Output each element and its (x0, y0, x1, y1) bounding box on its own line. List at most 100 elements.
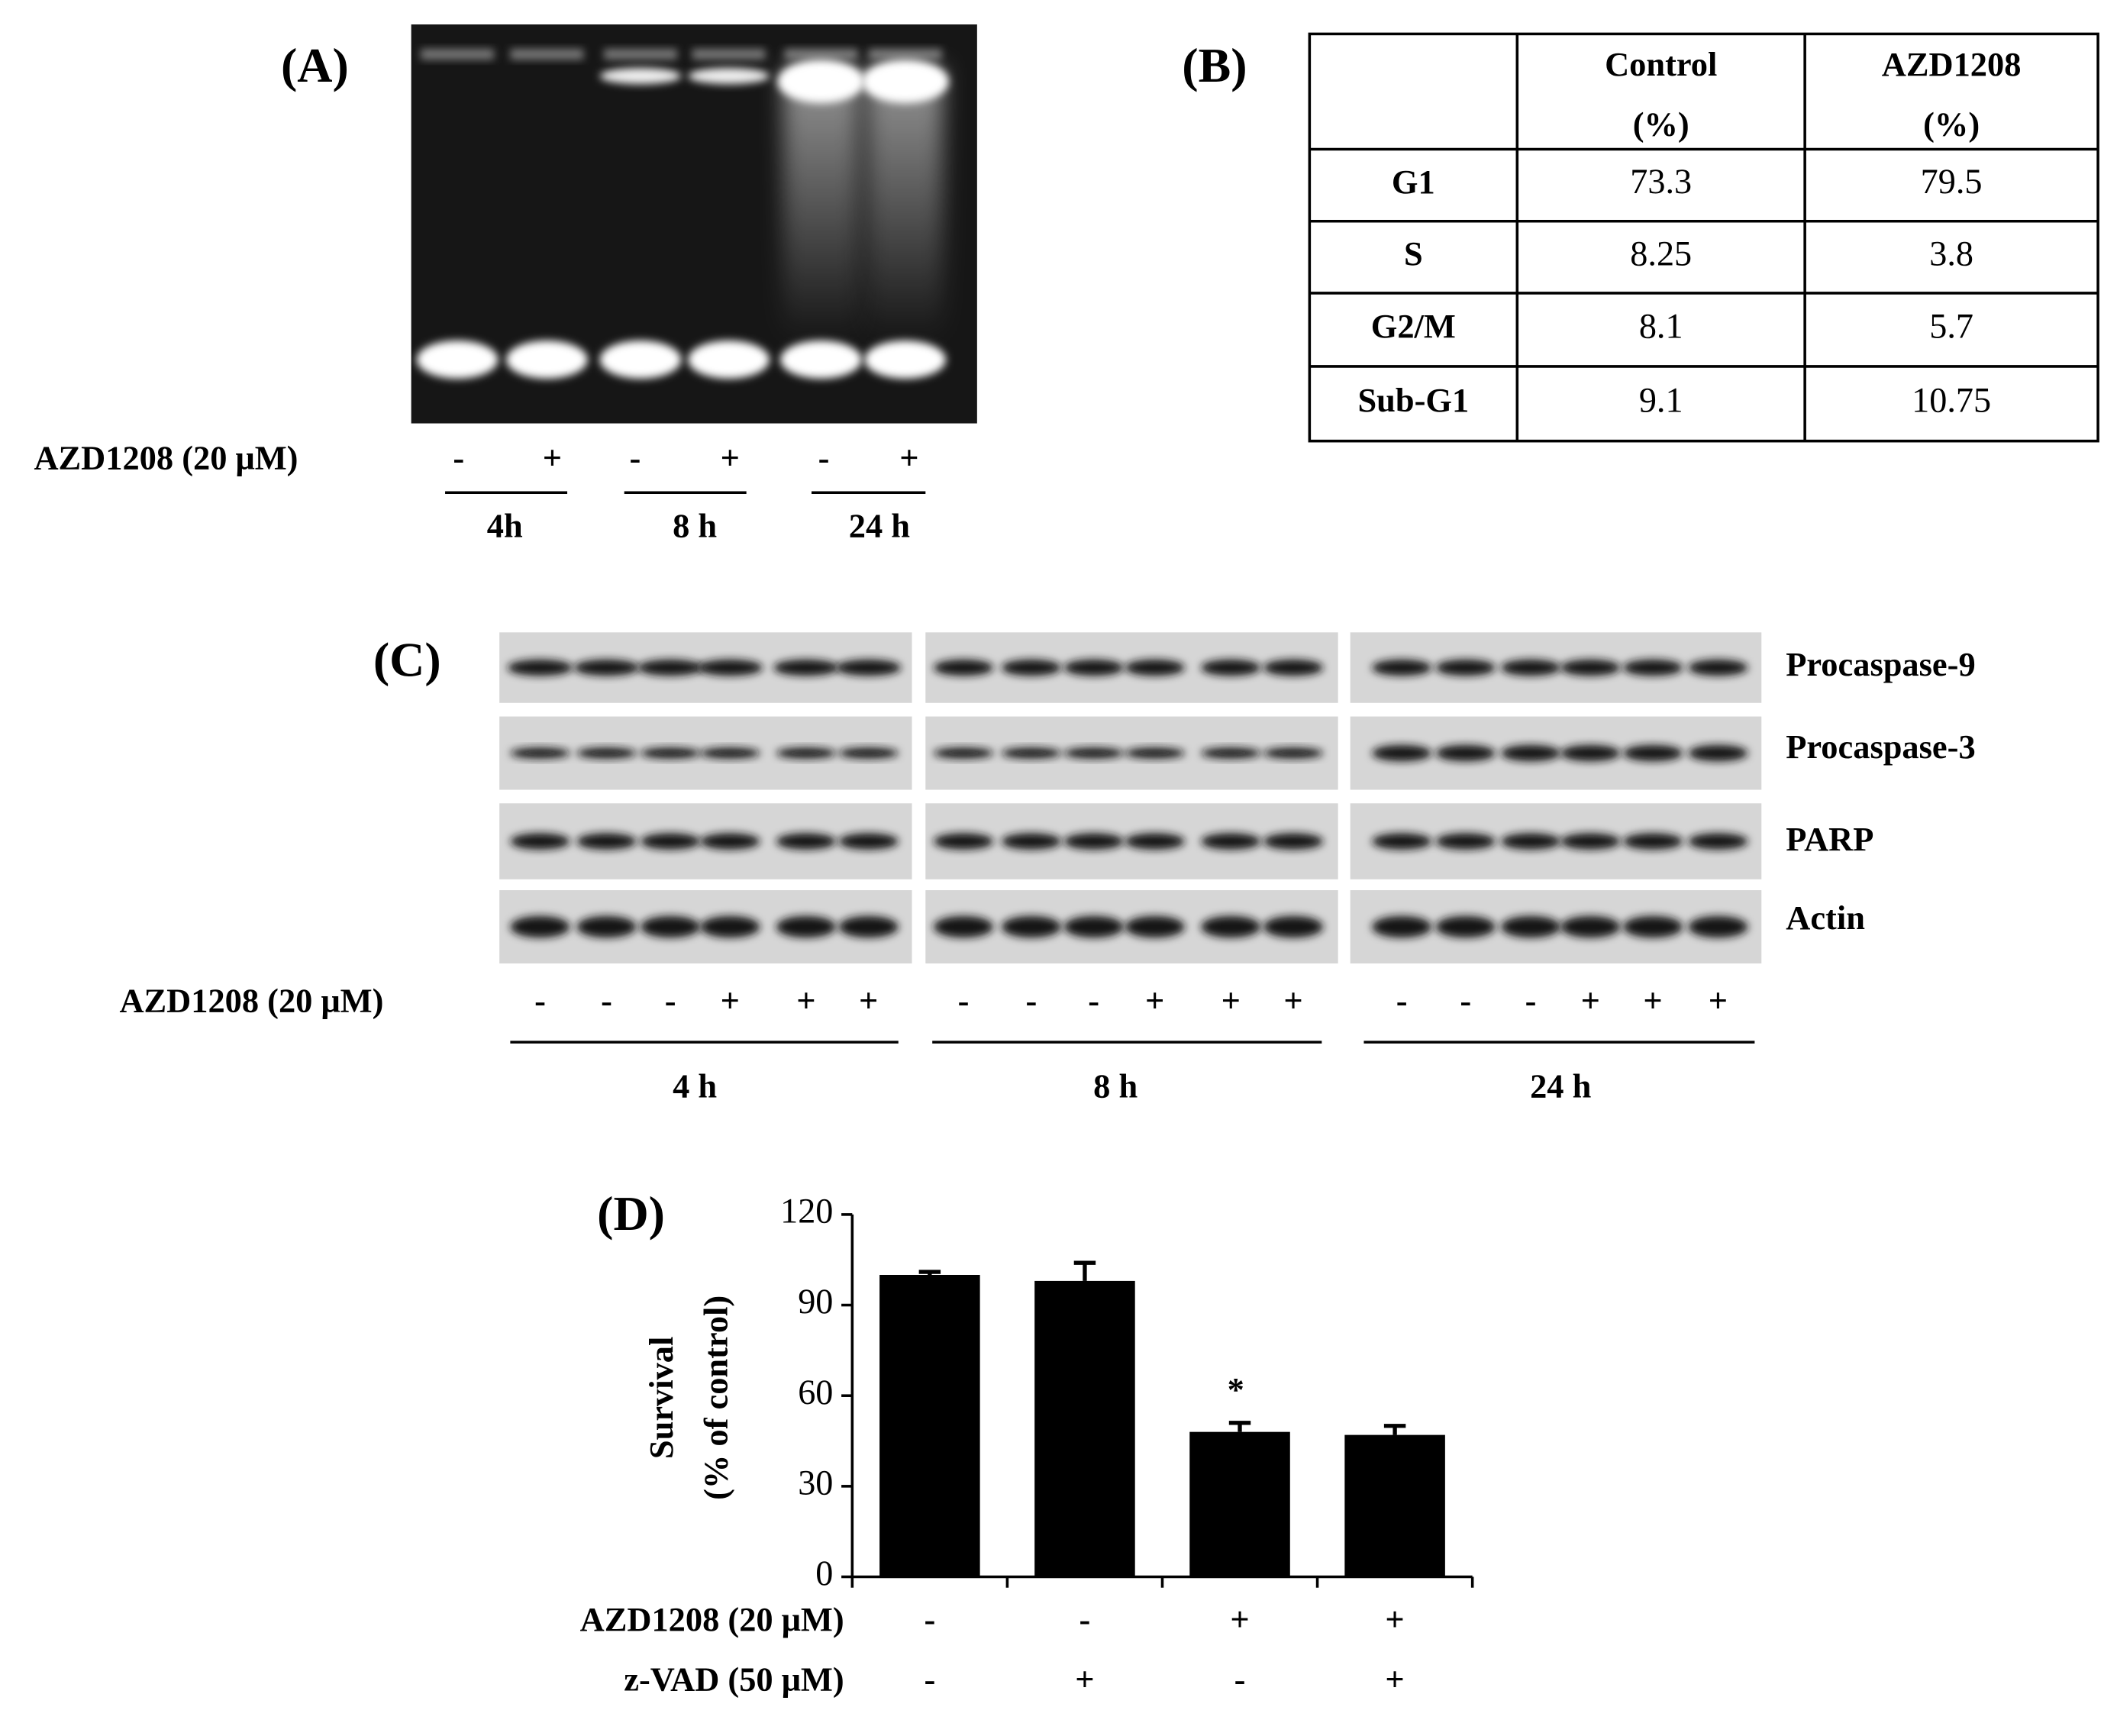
y-axis-label: (% of control) (696, 1296, 734, 1500)
band (1263, 833, 1324, 850)
row-label: S (1404, 234, 1423, 273)
treatment-label: AZD1208 (20 μM) (34, 439, 298, 477)
error-bar (1383, 1424, 1406, 1435)
band (1001, 659, 1062, 676)
band (1201, 747, 1261, 759)
band (576, 915, 637, 938)
band (510, 747, 570, 759)
well (868, 48, 942, 60)
band (1435, 659, 1496, 676)
sign: - (1026, 982, 1038, 1020)
sign: + (1230, 1600, 1249, 1638)
band (1372, 744, 1432, 762)
band (773, 659, 839, 676)
band (697, 659, 763, 676)
sign: + (859, 982, 878, 1020)
band (1688, 659, 1748, 676)
band (1622, 744, 1683, 762)
sign: - (1234, 1660, 1246, 1698)
band (1560, 659, 1621, 676)
sign: + (1145, 982, 1164, 1020)
sign: + (721, 982, 740, 1020)
smear (866, 67, 944, 340)
band (1622, 915, 1683, 938)
smear (783, 67, 860, 340)
table-cell: 73.3 (1630, 162, 1692, 201)
condition-label: AZD1208 (20 μM) (580, 1600, 844, 1638)
band (1435, 915, 1496, 938)
treatment-label: AZD1208 (20 μM) (119, 982, 383, 1020)
table-cell: 5.7 (1929, 307, 1973, 346)
band (838, 915, 899, 938)
table-cell: 3.8 (1929, 234, 1973, 273)
band (599, 340, 682, 379)
band (1372, 659, 1432, 676)
band (933, 833, 994, 850)
table-cell: 9.1 (1639, 380, 1683, 419)
protein-label: Actin (1786, 899, 1865, 937)
sign: + (1643, 982, 1662, 1020)
sign: + (543, 439, 562, 477)
sign: - (958, 982, 970, 1020)
band (1688, 915, 1748, 938)
band (1622, 659, 1683, 676)
band (641, 747, 701, 759)
sign: - (1088, 982, 1099, 1020)
band (1063, 747, 1124, 759)
band (599, 67, 682, 85)
band (838, 747, 899, 759)
band (1500, 744, 1561, 762)
gel-image (411, 24, 977, 424)
protein-label: Procaspase-9 (1786, 645, 1975, 683)
band (688, 67, 770, 85)
band (1125, 833, 1185, 850)
band (777, 60, 865, 104)
panel-label: (A) (281, 38, 349, 92)
sign: + (1283, 982, 1302, 1020)
y-axis-label: Survival (642, 1337, 680, 1459)
time-label: 8 h (1093, 1067, 1138, 1105)
sign: + (1709, 982, 1728, 1020)
band (1263, 659, 1324, 676)
band (506, 340, 588, 379)
band (573, 659, 640, 676)
table-header: Control (1605, 45, 1717, 83)
time-label: 24 h (849, 506, 911, 544)
band (1500, 833, 1561, 850)
band (700, 915, 760, 938)
band (1125, 915, 1185, 938)
band (1688, 833, 1748, 850)
annotation: * (1228, 1370, 1244, 1408)
band (576, 833, 637, 850)
sign: + (796, 982, 815, 1020)
band (1063, 833, 1124, 850)
sign: - (1460, 982, 1471, 1020)
band (933, 915, 994, 938)
panel-label: (D) (597, 1186, 665, 1241)
table-cell: 10.75 (1912, 380, 1991, 419)
panel-label: (B) (1182, 38, 1247, 92)
table-cell: 79.5 (1921, 162, 1983, 201)
band (1263, 915, 1324, 938)
band (1063, 659, 1124, 676)
y-tick-label: 60 (798, 1373, 833, 1412)
time-label: 8 h (673, 506, 717, 544)
sign: + (1385, 1660, 1404, 1698)
row-label: G2/M (1371, 307, 1456, 345)
well (510, 48, 584, 60)
band (933, 659, 994, 676)
band (1560, 915, 1621, 938)
well (421, 48, 495, 60)
bar (879, 1274, 980, 1577)
sign: - (818, 439, 830, 477)
band (933, 747, 994, 759)
sign: - (1079, 1600, 1091, 1638)
band (1201, 833, 1261, 850)
sign: - (924, 1660, 935, 1698)
band (861, 60, 949, 104)
band (835, 659, 902, 676)
band (1560, 744, 1621, 762)
band (510, 833, 570, 850)
band (1001, 747, 1062, 759)
condition-label: z-VAD (50 μM) (624, 1660, 844, 1698)
